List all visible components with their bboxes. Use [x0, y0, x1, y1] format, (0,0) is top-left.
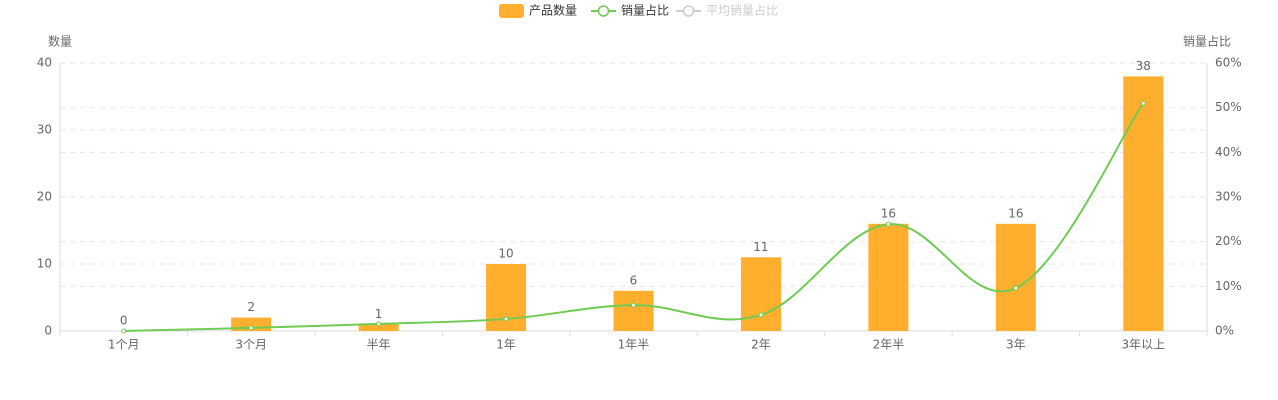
line-point — [248, 325, 254, 331]
y2-axis-title: 销量占比 — [1183, 34, 1231, 49]
y2-tick-label: 10% — [1215, 279, 1242, 293]
x-tick-label: 3年 — [1006, 338, 1026, 352]
x-tick-label: 2年半 — [873, 338, 905, 352]
x-tick-label: 1个月 — [108, 338, 140, 352]
line-point — [758, 312, 764, 318]
line-point — [1013, 285, 1019, 291]
bar-value-label: 1 — [375, 307, 383, 321]
y2-tick-label: 50% — [1215, 100, 1242, 114]
bar-value-label: 11 — [753, 240, 768, 254]
x-tick-label: 1年半 — [618, 338, 650, 352]
y2-tick-label: 0% — [1215, 324, 1234, 338]
line — [123, 102, 1145, 332]
y-tick-label: 20 — [37, 190, 52, 204]
legend-swatch-point[interactable] — [682, 5, 695, 17]
legend-swatch[interactable] — [499, 4, 524, 18]
y-tick-label: 40 — [37, 56, 52, 70]
line-point — [885, 221, 891, 227]
y2-tick-label: 20% — [1215, 234, 1242, 248]
bar — [995, 223, 1036, 331]
bar — [358, 324, 399, 331]
y2-tick-label: 60% — [1215, 56, 1242, 70]
x-tick-label: 3个月 — [235, 338, 267, 352]
line-point — [376, 321, 382, 327]
bar-value-label: 0 — [120, 314, 128, 328]
x-tick-label: 2年 — [751, 338, 771, 352]
line-point — [121, 328, 127, 334]
bar-value-label: 2 — [247, 300, 255, 314]
x-tick-label: 1年 — [496, 338, 516, 352]
bar-value-label: 6 — [630, 273, 638, 287]
legend-label[interactable]: 平均销量占比 — [706, 3, 778, 18]
bar-value-label: 16 — [881, 206, 896, 220]
legend-swatch-point[interactable] — [597, 5, 610, 17]
legend-label[interactable]: 产品数量 — [529, 3, 577, 18]
bar — [1123, 76, 1164, 332]
y-tick-label: 30 — [37, 123, 52, 137]
line-point — [1140, 100, 1146, 106]
y2-tick-label: 40% — [1215, 145, 1242, 159]
x-tick-label: 半年 — [367, 338, 391, 352]
bar — [740, 257, 781, 331]
y2-tick-label: 30% — [1215, 190, 1242, 204]
bar-value-label: 16 — [1008, 206, 1023, 220]
line-point — [503, 316, 509, 322]
line-point — [631, 302, 636, 308]
x-tick-label: 3年以上 — [1121, 338, 1165, 352]
bar — [613, 290, 654, 331]
legend-label[interactable]: 销量占比 — [621, 3, 669, 18]
y-tick-label: 0 — [44, 324, 52, 338]
y-tick-label: 10 — [37, 257, 52, 271]
bar-value-label: 10 — [498, 247, 513, 261]
bar-value-label: 38 — [1136, 59, 1151, 73]
y-axis-title: 数量 — [48, 34, 72, 49]
bar — [868, 223, 909, 331]
